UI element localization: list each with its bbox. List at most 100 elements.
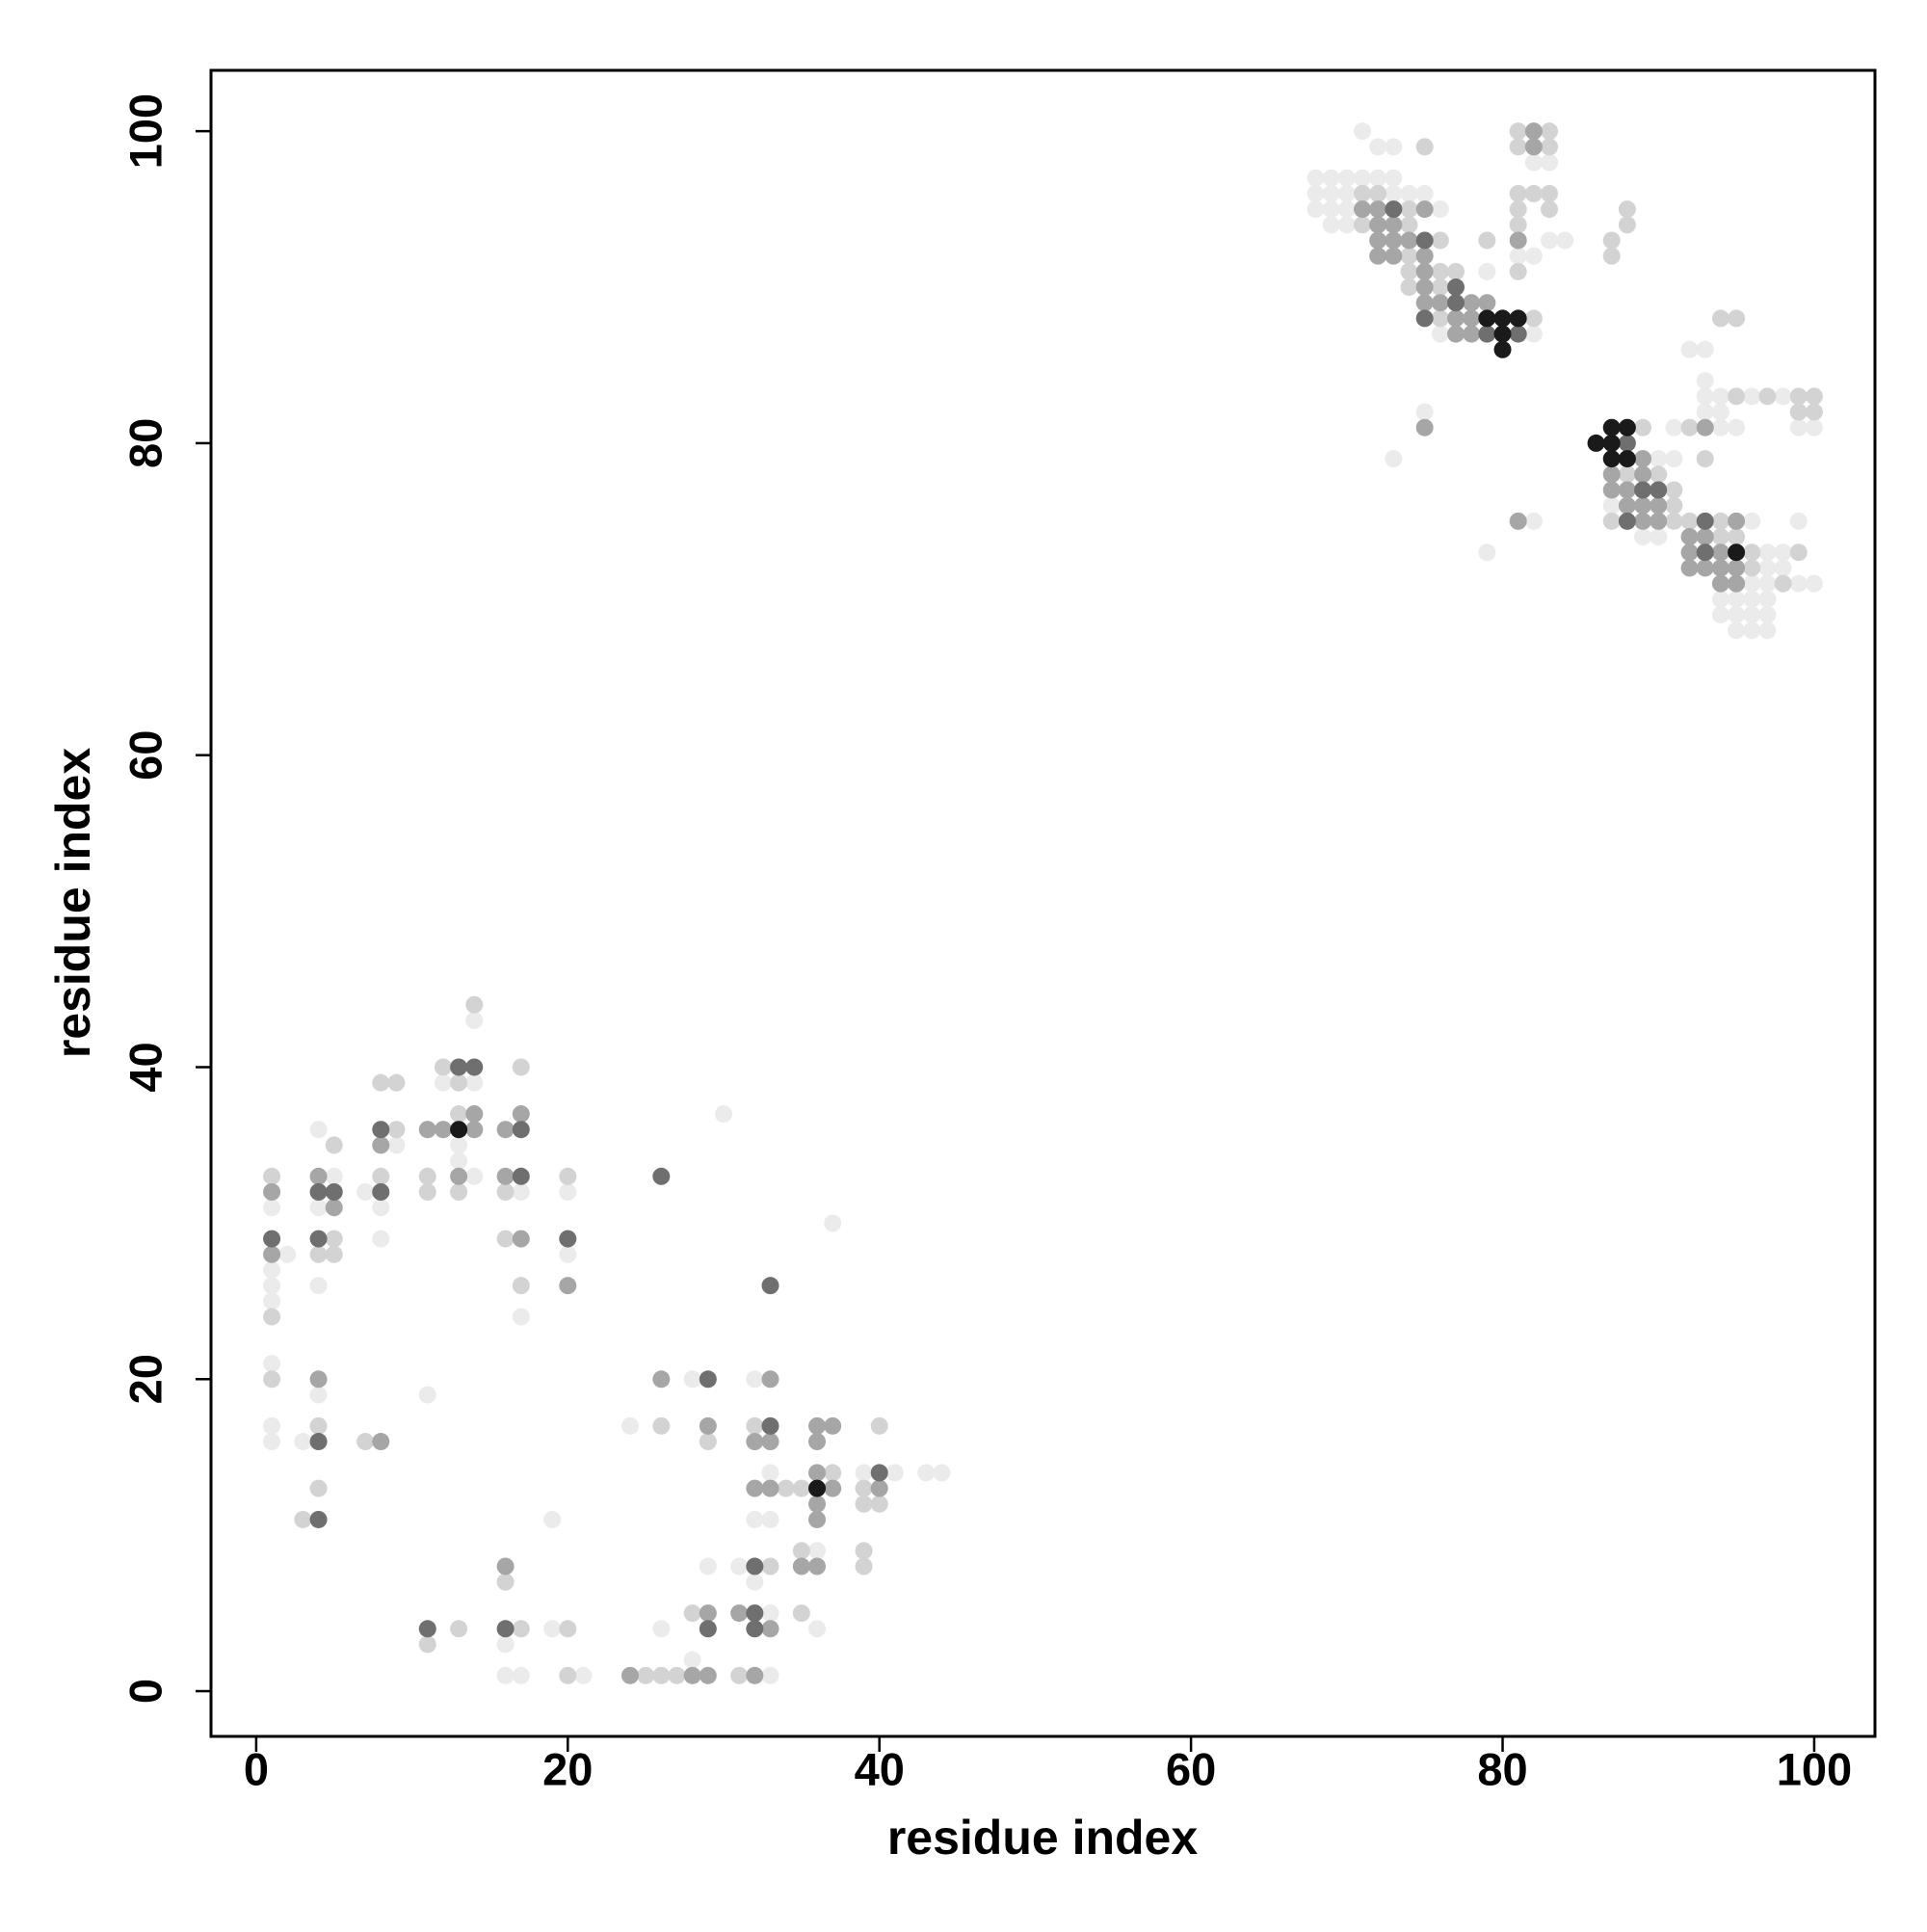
- point: [309, 1479, 328, 1497]
- point: [465, 1121, 484, 1139]
- point: [1415, 278, 1434, 297]
- point: [1509, 247, 1527, 265]
- point: [1711, 528, 1729, 546]
- point: [559, 1167, 577, 1185]
- point: [1385, 200, 1403, 219]
- point: [1618, 465, 1636, 484]
- point: [1353, 184, 1371, 202]
- point: [1524, 309, 1543, 328]
- point: [1463, 309, 1481, 328]
- point: [1400, 184, 1418, 202]
- point: [1805, 387, 1823, 406]
- point: [1541, 138, 1559, 156]
- point: [1524, 153, 1543, 172]
- point: [1711, 418, 1729, 437]
- point: [418, 1121, 436, 1139]
- point: [1728, 418, 1746, 437]
- point: [263, 1416, 281, 1435]
- point: [512, 1105, 530, 1124]
- point: [699, 1557, 717, 1575]
- point: [808, 1464, 827, 1482]
- point: [1385, 169, 1403, 187]
- point: [450, 1136, 468, 1154]
- point: [1509, 262, 1527, 280]
- point: [1618, 512, 1636, 530]
- point: [1711, 590, 1729, 608]
- point: [1509, 122, 1527, 141]
- point: [372, 1136, 390, 1154]
- point: [1680, 512, 1699, 530]
- point: [1696, 543, 1714, 562]
- point: [1307, 184, 1325, 202]
- point: [1415, 262, 1434, 280]
- point: [1743, 559, 1761, 577]
- point: [761, 1464, 779, 1482]
- point: [652, 1370, 671, 1389]
- point: [309, 1433, 328, 1451]
- point: [1524, 512, 1543, 530]
- point: [652, 1416, 671, 1435]
- point: [683, 1604, 701, 1623]
- point: [792, 1557, 810, 1575]
- point: [1431, 309, 1449, 328]
- point: [1353, 122, 1371, 141]
- point: [652, 1666, 671, 1684]
- point: [434, 1058, 452, 1076]
- point: [1696, 559, 1714, 577]
- point: [824, 1416, 842, 1435]
- point: [652, 1620, 671, 1638]
- point: [1602, 450, 1621, 468]
- point: [1728, 512, 1746, 530]
- point: [917, 1464, 936, 1482]
- x-tick-label: 60: [1166, 1743, 1216, 1794]
- point: [1509, 512, 1527, 530]
- point: [1650, 481, 1668, 499]
- point: [263, 1355, 281, 1373]
- point: [761, 1510, 779, 1528]
- point: [1758, 622, 1777, 640]
- point: [559, 1230, 577, 1248]
- point: [761, 1666, 779, 1684]
- point: [294, 1433, 312, 1451]
- point: [761, 1370, 779, 1389]
- point: [1307, 200, 1325, 219]
- point: [1524, 184, 1543, 202]
- point: [761, 1620, 779, 1638]
- point: [1789, 512, 1808, 530]
- point: [1493, 340, 1512, 358]
- point: [870, 1495, 888, 1513]
- point: [1447, 278, 1465, 297]
- x-tick-label: 0: [244, 1743, 269, 1794]
- y-tick-label: 60: [119, 730, 171, 781]
- point: [824, 1479, 842, 1497]
- point: [1696, 450, 1714, 468]
- point: [1400, 262, 1418, 280]
- point: [1665, 481, 1683, 499]
- point: [1369, 247, 1387, 265]
- point: [512, 1308, 530, 1326]
- point: [1758, 387, 1777, 406]
- point: [1307, 169, 1325, 187]
- point: [418, 1167, 436, 1185]
- point: [1774, 387, 1792, 406]
- point: [1789, 543, 1808, 562]
- point: [1400, 216, 1418, 234]
- point: [1728, 528, 1746, 546]
- point: [1602, 434, 1621, 452]
- point: [372, 1433, 390, 1451]
- point: [450, 1151, 468, 1170]
- point: [450, 1058, 468, 1076]
- point: [309, 1245, 328, 1263]
- y-tick-label: 80: [119, 418, 171, 468]
- point: [309, 1230, 328, 1248]
- point: [1728, 543, 1746, 562]
- point: [699, 1370, 717, 1389]
- point: [325, 1245, 343, 1263]
- point: [1711, 512, 1729, 530]
- point: [309, 1182, 328, 1201]
- point: [496, 1230, 515, 1248]
- point: [1509, 325, 1527, 343]
- point: [1447, 325, 1465, 343]
- point: [1369, 138, 1387, 156]
- point: [372, 1230, 390, 1248]
